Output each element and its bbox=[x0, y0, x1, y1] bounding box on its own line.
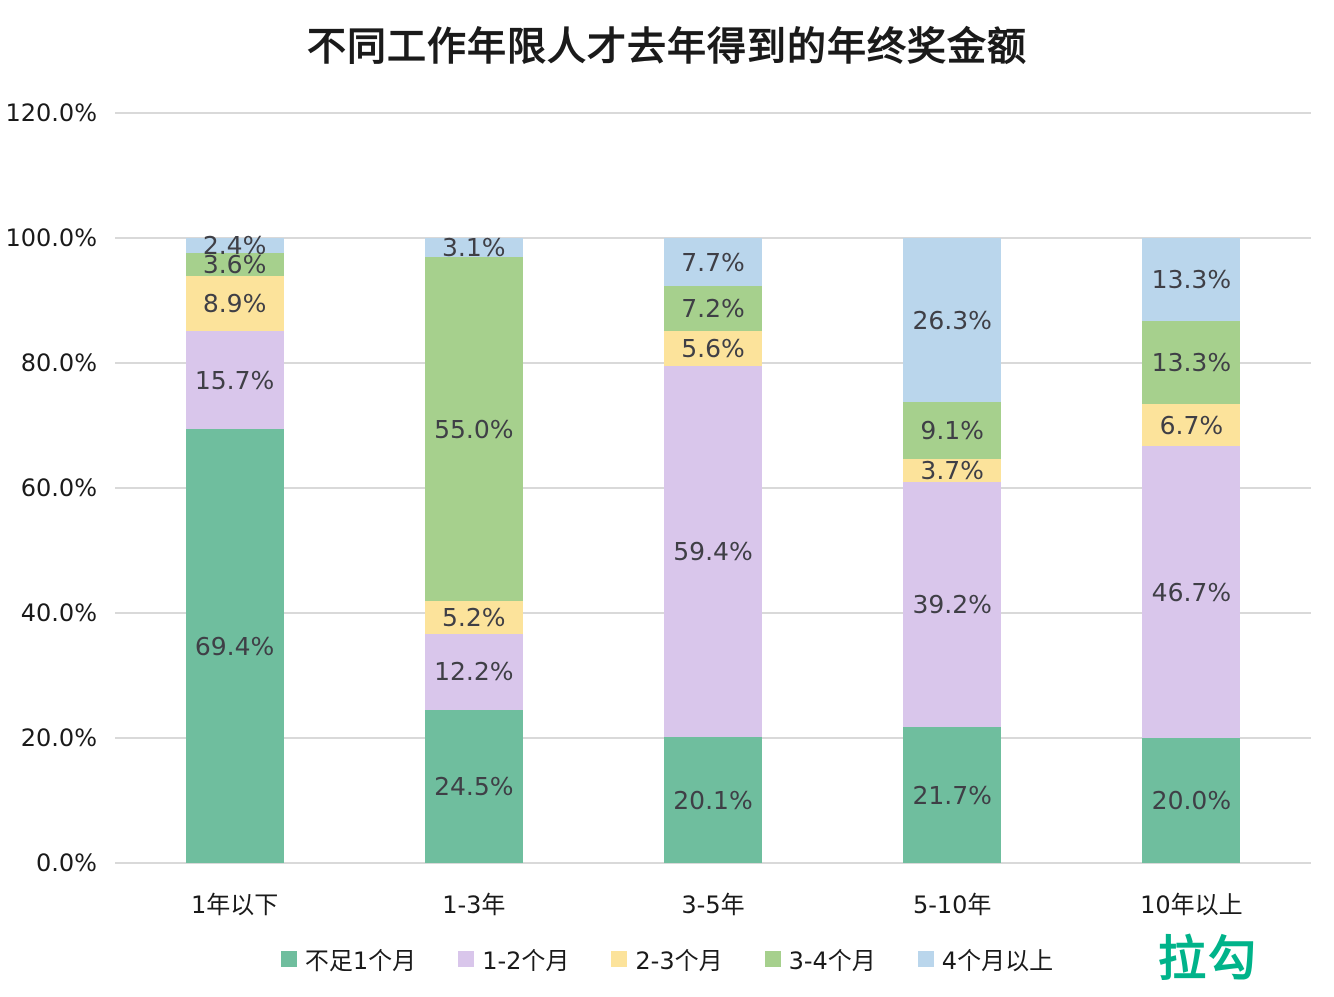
legend-label: 2-3个月 bbox=[635, 947, 723, 975]
lagou-logo: 拉勾 bbox=[1157, 931, 1258, 987]
bar-segment: 24.5% bbox=[424, 709, 523, 863]
bar-segment: 3.1% bbox=[424, 233, 523, 263]
legend-swatch-icon bbox=[458, 950, 475, 967]
bar-segment: 6.7% bbox=[1142, 404, 1241, 447]
bar-segment-label: 7.2% bbox=[681, 294, 745, 324]
y-axis-tick-label: 40.0% bbox=[20, 599, 97, 627]
bar-segment: 39.2% bbox=[903, 482, 1002, 728]
bar-segment-label: 5.2% bbox=[442, 602, 506, 632]
bar-segment: 46.7% bbox=[1142, 446, 1241, 739]
gridline bbox=[115, 862, 1311, 864]
y-axis-tick-label: 80.0% bbox=[20, 349, 97, 377]
bar-column: 20.0% 46.7% 6.7% 13.3% 13.3% bbox=[1142, 238, 1241, 863]
bar-column: 24.5% 12.2% 5.2% 55.0% 3.1% bbox=[424, 233, 523, 863]
bar-segment-label: 15.7% bbox=[194, 365, 275, 395]
y-axis-tick-label: 100.0% bbox=[5, 224, 97, 252]
legend-label: 4个月以上 bbox=[941, 947, 1054, 975]
bar-segment: 26.3% bbox=[903, 238, 1002, 403]
legend-swatch-icon bbox=[764, 950, 781, 967]
legend-item: 2-3个月 bbox=[611, 941, 723, 976]
bar-segment-label: 7.7% bbox=[681, 247, 745, 277]
bar-segment-label: 46.7% bbox=[1151, 577, 1232, 607]
legend-label: 3-4个月 bbox=[788, 947, 876, 975]
x-axis-category-label: 1年以下 bbox=[190, 891, 279, 919]
bar-segment: 13.3% bbox=[1142, 238, 1241, 322]
legend: 不足1个月 1-2个月 2-3个月 3-4个月 4个月以上 bbox=[0, 941, 1334, 976]
legend-swatch-icon bbox=[280, 950, 297, 967]
legend-label: 不足1个月 bbox=[304, 947, 417, 975]
plot-area: 0.0% 20.0% 40.0% 60.0% 80.0% 100.0% 120.0% 69.4… bbox=[5, 99, 1311, 919]
legend-item: 3-4个月 bbox=[764, 941, 876, 976]
bar-segment-label: 13.3% bbox=[1151, 348, 1232, 378]
bar-segment: 69.4% bbox=[185, 429, 284, 863]
bar-segment-label: 3.6% bbox=[202, 249, 267, 279]
bar-segment-label: 55.0% bbox=[434, 414, 514, 444]
legend-swatch-icon bbox=[917, 950, 934, 967]
legend-item: 4个月以上 bbox=[917, 941, 1054, 976]
legend-item: 1-2个月 bbox=[458, 941, 569, 976]
bar-segment: 3.6% bbox=[185, 249, 284, 279]
chart-title: 不同工作年限人才去年得到的年终奖金额 bbox=[306, 25, 1027, 70]
bar-segment: 55.0% bbox=[424, 257, 523, 602]
legend-item: 不足1个月 bbox=[280, 941, 417, 976]
legend-swatch-icon bbox=[611, 950, 628, 967]
bar-segment-label: 24.5% bbox=[434, 771, 514, 801]
bar-segment-label: 6.7% bbox=[1159, 410, 1224, 440]
bar-segment-label: 3.1% bbox=[442, 233, 506, 263]
bar-segment-label: 39.2% bbox=[912, 590, 992, 620]
bar-segment-label: 20.0% bbox=[1151, 786, 1232, 815]
bar-segment: 9.1% bbox=[903, 402, 1002, 460]
bar-segment: 3.7% bbox=[903, 456, 1002, 486]
gridline bbox=[115, 112, 1311, 114]
y-axis-tick-label: 60.0% bbox=[20, 474, 97, 502]
legend-label: 1-2个月 bbox=[482, 947, 570, 975]
y-axis-tick-label: 0.0% bbox=[36, 849, 97, 877]
bar-segment: 5.6% bbox=[664, 331, 762, 367]
bar-segment-label: 20.1% bbox=[673, 785, 753, 815]
bar-column: 21.7% 39.2% 3.7% 9.1% 26.3% bbox=[903, 238, 1002, 863]
x-axis-category-label: 10年以上 bbox=[1140, 891, 1243, 919]
y-axis-tick-label: 20.0% bbox=[20, 724, 97, 752]
bar-segment: 59.4% bbox=[664, 366, 762, 738]
bar-segment-label: 69.4% bbox=[194, 631, 275, 661]
bar-segment: 2.4% bbox=[185, 233, 284, 258]
bar-segment: 13.3% bbox=[1142, 321, 1241, 405]
bar-segment-label: 8.9% bbox=[202, 288, 267, 318]
bar-segment-label: 2.4% bbox=[202, 231, 267, 261]
x-axis-category-label: 5-10年 bbox=[912, 891, 992, 919]
bar-segment-label: 3.7% bbox=[920, 456, 984, 486]
bar-segment: 21.7% bbox=[903, 727, 1002, 863]
bar-segment: 5.2% bbox=[424, 601, 523, 634]
bar-segment-label: 21.7% bbox=[912, 780, 992, 810]
bar-segment-label: 9.1% bbox=[920, 416, 984, 446]
bar-segment: 12.2% bbox=[424, 633, 523, 710]
bar-segment-label: 26.3% bbox=[912, 305, 992, 335]
bar-segment-label: 12.2% bbox=[434, 657, 514, 687]
bar-segment: 20.1% bbox=[664, 737, 762, 863]
bar-segment-label: 59.4% bbox=[673, 537, 753, 567]
bar-segment: 7.2% bbox=[664, 286, 762, 332]
bar-segment: 20.0% bbox=[1142, 738, 1241, 863]
x-axis-category-label: 1-3年 bbox=[442, 891, 506, 919]
bar-segment-label: 5.6% bbox=[681, 334, 745, 364]
y-axis-tick-label: 120.0% bbox=[5, 99, 97, 127]
bar-segment-label: 13.3% bbox=[1151, 265, 1232, 295]
bar-segment: 15.7% bbox=[185, 331, 284, 430]
bar-segment: 7.7% bbox=[664, 238, 762, 287]
x-axis-category-label: 3-5年 bbox=[681, 891, 745, 919]
bar-column: 20.1% 59.4% 5.6% 7.2% 7.7% bbox=[664, 238, 762, 863]
bar-column: 69.4% 15.7% 8.9% 3.6% 2.4% bbox=[185, 233, 284, 863]
gridline bbox=[115, 237, 1311, 239]
bar-segment: 8.9% bbox=[185, 275, 284, 332]
